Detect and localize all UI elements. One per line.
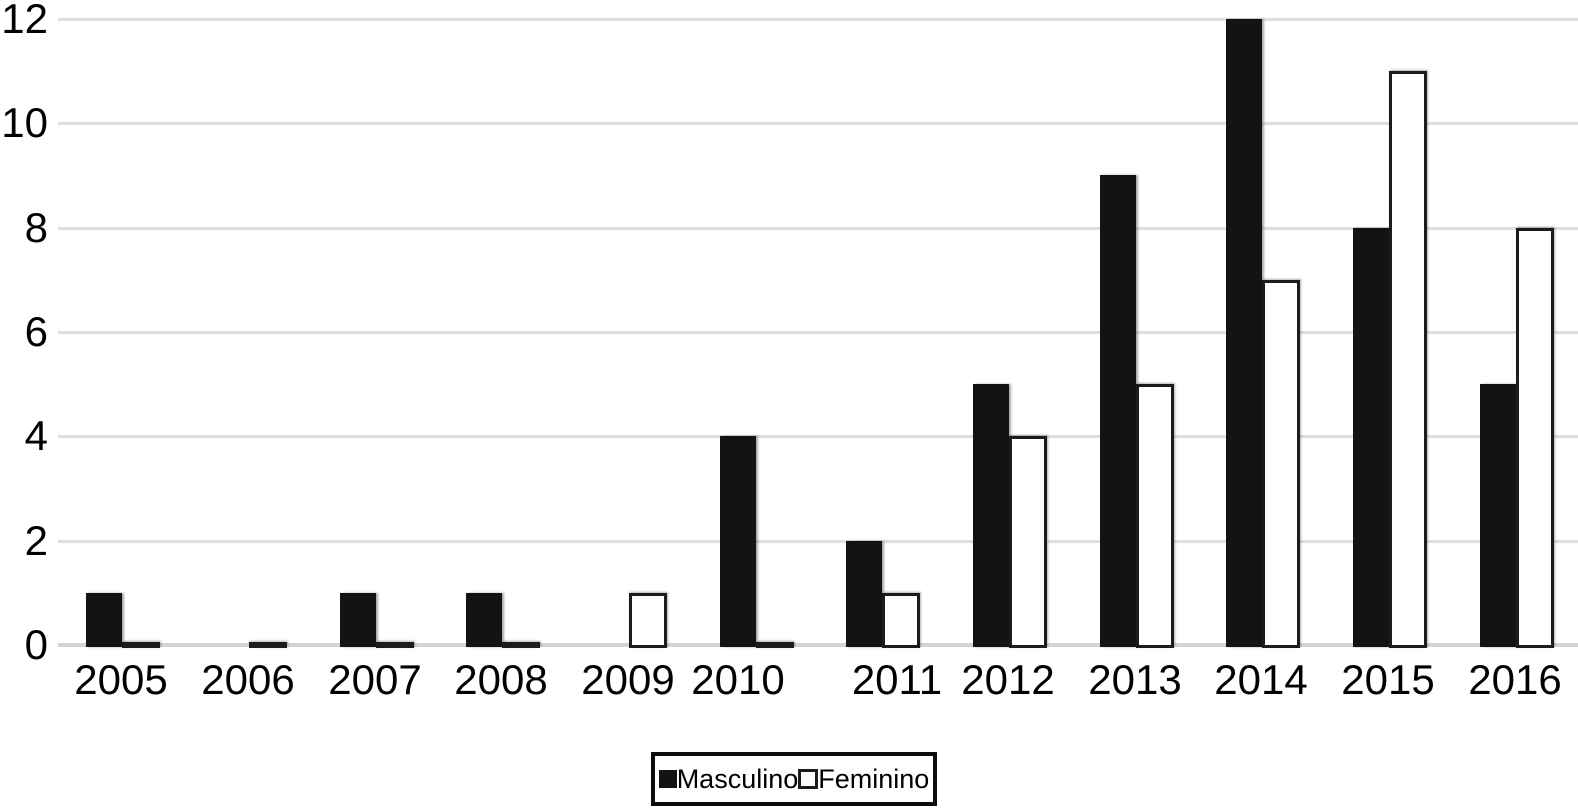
bar-feminino-2008 <box>502 642 540 648</box>
bar-masculino-2007 <box>340 593 376 647</box>
gridline-12 <box>58 18 1578 21</box>
bar-feminino-2010 <box>756 642 794 648</box>
y-tick-label-6: 6 <box>24 308 48 355</box>
bar-feminino-2016 <box>1516 228 1554 648</box>
bar-masculino-2005 <box>86 593 122 647</box>
bar-feminino-2011 <box>882 593 920 648</box>
bar-feminino-2005 <box>122 642 160 648</box>
x-tick-label-2016: 2016 <box>1468 656 1562 703</box>
legend: Masculino Feminino <box>651 752 937 806</box>
x-tick-label-2013: 2013 <box>1088 656 1182 703</box>
x-axis-baseline <box>58 643 1578 647</box>
y-tick-label-12: 12 <box>1 0 48 42</box>
x-tick-label-2012: 2012 <box>961 656 1055 703</box>
x-tick-label-2011: 2011 <box>851 656 943 703</box>
y-tick-label-8: 8 <box>24 203 48 251</box>
bar-masculino-2012 <box>973 384 1009 647</box>
x-tick-label-2009: 2009 <box>581 656 675 703</box>
bar-masculino-2013 <box>1100 175 1136 647</box>
x-tick-label-2005: 2005 <box>74 656 168 703</box>
x-tick-label-2008: 2008 <box>454 656 548 703</box>
bar-feminino-2015 <box>1389 71 1427 648</box>
gridline-6 <box>58 331 1578 334</box>
bar-masculino-2016 <box>1480 384 1516 647</box>
x-tick-label-2015: 2015 <box>1341 656 1435 703</box>
gridline-8 <box>58 226 1578 230</box>
x-tick-label-2010: 2010 <box>691 656 785 703</box>
gridline-4 <box>58 435 1578 439</box>
bar-masculino-2015 <box>1353 228 1389 647</box>
legend-label-masculino: Masculino <box>676 763 799 794</box>
y-tick-label-4: 4 <box>24 412 48 460</box>
bar-feminino-2014 <box>1262 280 1300 648</box>
legend-swatch-feminino-icon <box>798 769 819 789</box>
gridline-10 <box>58 122 1578 126</box>
bar-feminino-2007 <box>376 642 414 648</box>
y-tick-label-10: 10 <box>1 99 48 147</box>
bar-masculino-2008 <box>466 593 502 647</box>
bar-feminino-2009 <box>629 593 667 648</box>
y-tick-label-2: 2 <box>24 516 48 564</box>
gridline-2 <box>58 539 1578 543</box>
bar-masculino-2011 <box>846 541 882 647</box>
bar-feminino-2006 <box>249 642 287 648</box>
x-tick-label-2007: 2007 <box>328 656 422 703</box>
x-tick-label-2006: 2006 <box>201 656 295 703</box>
x-tick-label-2014: 2014 <box>1214 656 1308 703</box>
y-tick-label-0: 0 <box>24 621 48 668</box>
legend-label-feminino: Feminino <box>818 763 930 794</box>
bar-masculino-2014 <box>1226 19 1262 647</box>
bar-feminino-2012 <box>1009 436 1047 648</box>
bar-feminino-2013 <box>1136 384 1174 648</box>
bar-masculino-2010 <box>720 436 756 647</box>
legend-swatch-masculino-icon <box>658 770 677 788</box>
